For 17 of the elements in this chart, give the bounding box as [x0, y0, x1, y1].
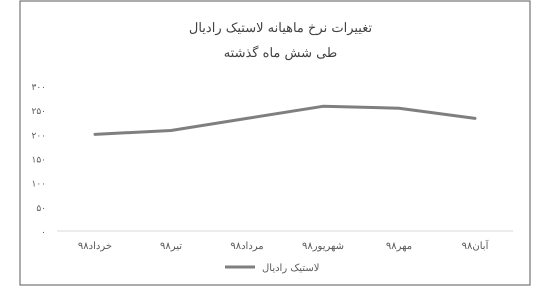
- legend-label: لاستیک رادیال: [262, 263, 320, 274]
- y-tick-label: ۰: [41, 228, 46, 238]
- x-tick-label: شهریور۹۸: [302, 241, 344, 252]
- x-tick-label: مهر۹۸: [386, 241, 412, 252]
- x-tick-label: تیر۹۸: [160, 241, 182, 252]
- y-tick-label: ۳۰۰: [31, 83, 46, 93]
- x-tick-label: آبان۹۸: [462, 239, 490, 252]
- y-tick-label: ۲۰۰: [31, 131, 46, 142]
- y-tick-label: ۱۵۰: [31, 156, 46, 166]
- y-tick-label: ۱۰۰: [31, 180, 46, 190]
- x-tick-label: مرداد۹۸: [230, 241, 264, 252]
- chart-title: تغییرات نرخ ماهیانه لاستیک رادیال: [188, 21, 372, 36]
- y-tick-label: ۵۰: [36, 204, 46, 214]
- x-tick-label: خرداد۹۸: [78, 241, 112, 252]
- line-series: [94, 104, 476, 136]
- chart-subtitle: طی شش ماه گذشته: [224, 45, 338, 61]
- y-tick-label: ۲۵۰: [31, 107, 46, 118]
